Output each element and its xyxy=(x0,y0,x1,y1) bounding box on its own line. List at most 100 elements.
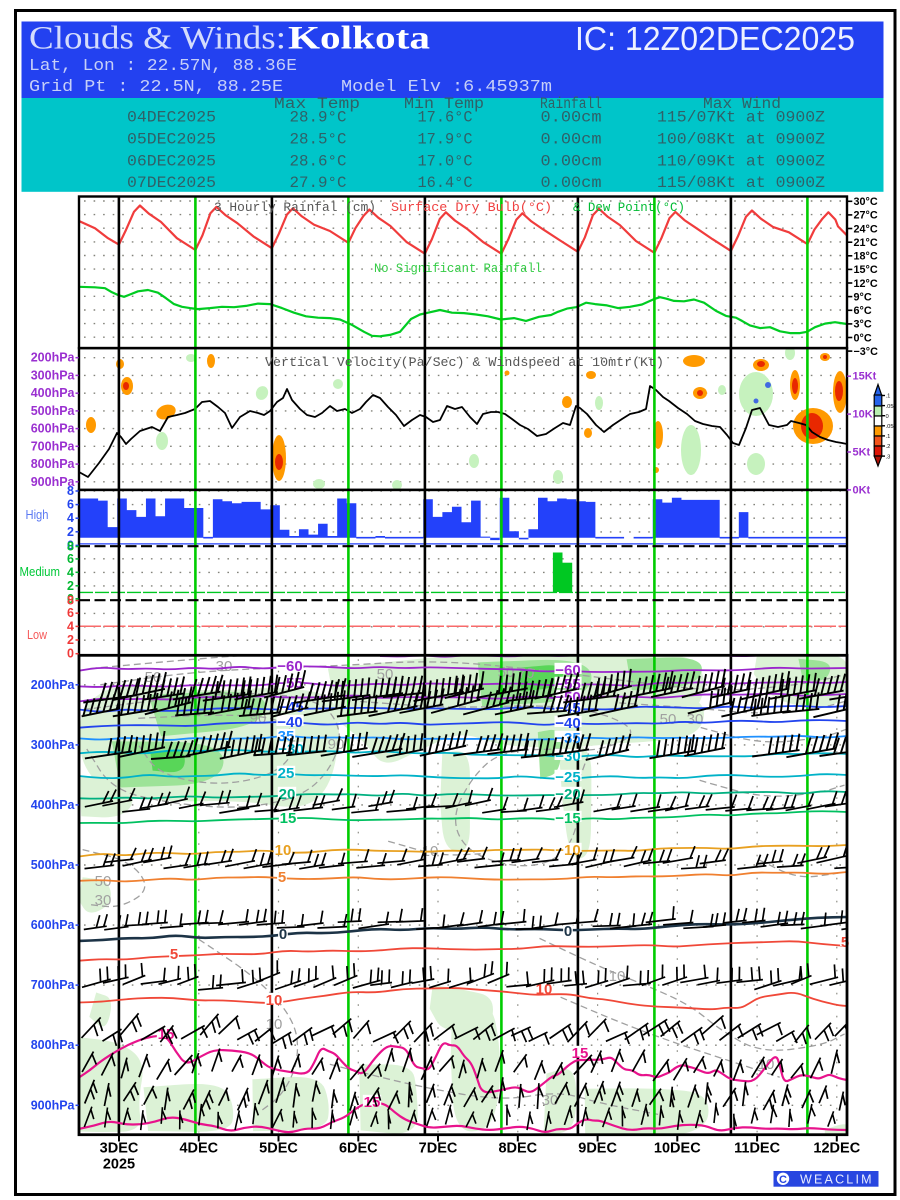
svg-text:Max Wind: Max Wind xyxy=(703,95,781,113)
svg-text:15: 15 xyxy=(280,810,297,827)
svg-text:04DEC2025: 04DEC2025 xyxy=(127,109,216,127)
svg-text:Model Elv :6.45937m: Model Elv :6.45937m xyxy=(341,78,552,97)
svg-text:−60: −60 xyxy=(555,662,580,679)
svg-text:3°C: 3°C xyxy=(854,319,872,331)
svg-text:.1: .1 xyxy=(886,394,891,400)
svg-text:−40: −40 xyxy=(277,714,302,731)
svg-text:Min Temp: Min Temp xyxy=(404,95,484,113)
svg-text:900hPa: 900hPa xyxy=(31,475,76,489)
svg-text:21°C: 21°C xyxy=(854,237,878,249)
svg-text:9°C: 9°C xyxy=(854,291,872,303)
svg-text:50: 50 xyxy=(377,666,394,683)
svg-text:800hPa: 800hPa xyxy=(31,457,76,471)
svg-text:.3: .3 xyxy=(886,454,891,460)
svg-text:3 Hourly Rainfal (cm): 3 Hourly Rainfal (cm) xyxy=(214,200,376,215)
svg-text:6: 6 xyxy=(67,498,74,512)
svg-text:4: 4 xyxy=(67,565,74,579)
svg-text:2: 2 xyxy=(67,633,74,647)
svg-text:4: 4 xyxy=(67,511,74,525)
svg-text:25: 25 xyxy=(278,765,295,782)
svg-text:C: C xyxy=(779,1174,787,1186)
svg-text:Lat, Lon : 22.57N, 88.36E: Lat, Lon : 22.57N, 88.36E xyxy=(29,57,297,76)
svg-text:10: 10 xyxy=(275,842,292,859)
svg-text:& Dew Point(°C): & Dew Point(°C) xyxy=(573,200,685,215)
svg-text:500hPa: 500hPa xyxy=(31,858,76,872)
svg-text:27°C: 27°C xyxy=(854,210,878,222)
svg-text:6: 6 xyxy=(67,606,74,620)
svg-text:10: 10 xyxy=(266,992,283,1009)
svg-text:17.9°C: 17.9°C xyxy=(418,130,473,148)
svg-text:15: 15 xyxy=(572,1045,589,1062)
svg-text:900hPa: 900hPa xyxy=(31,1098,76,1112)
svg-text:06DEC2025: 06DEC2025 xyxy=(127,152,216,170)
svg-text:0.00cm: 0.00cm xyxy=(541,152,602,170)
svg-text:27.9°C: 27.9°C xyxy=(290,174,347,192)
svg-text:15: 15 xyxy=(364,1094,381,1111)
svg-text:.1: .1 xyxy=(886,434,891,440)
svg-text:700hPa: 700hPa xyxy=(31,978,76,992)
svg-text:07DEC2025: 07DEC2025 xyxy=(127,174,216,192)
svg-text:0: 0 xyxy=(279,926,287,943)
svg-text:0: 0 xyxy=(67,592,74,606)
svg-text:Max Temp: Max Temp xyxy=(274,95,360,113)
svg-text:11DEC: 11DEC xyxy=(734,1141,780,1157)
svg-text:200hPa: 200hPa xyxy=(31,351,76,365)
svg-text:−25: −25 xyxy=(555,769,580,786)
svg-text:−60: −60 xyxy=(277,658,302,675)
svg-text:−10: −10 xyxy=(555,842,580,859)
svg-text:800hPa: 800hPa xyxy=(31,1038,76,1052)
svg-text:6°C: 6°C xyxy=(854,305,872,317)
svg-text:Low: Low xyxy=(27,627,48,642)
svg-text:115/07Kt at 0900Z: 115/07Kt at 0900Z xyxy=(657,109,825,127)
svg-text:Medium: Medium xyxy=(20,564,61,579)
svg-text:.2: .2 xyxy=(886,444,891,450)
svg-text:17.6°C: 17.6°C xyxy=(418,109,473,127)
svg-text:−20: −20 xyxy=(555,786,580,803)
svg-text:5DEC: 5DEC xyxy=(259,1141,298,1157)
svg-text:0.00cm: 0.00cm xyxy=(541,174,602,192)
svg-text:7DEC: 7DEC xyxy=(419,1141,458,1157)
svg-text:30°C: 30°C xyxy=(854,196,878,208)
svg-text:−15: −15 xyxy=(555,810,580,827)
svg-text:200hPa: 200hPa xyxy=(31,678,76,692)
svg-text:15°C: 15°C xyxy=(854,264,878,276)
svg-text:−45: −45 xyxy=(278,699,303,716)
svg-text:0Kt: 0Kt xyxy=(853,484,871,496)
svg-text:5: 5 xyxy=(278,869,286,886)
svg-text:9DEC: 9DEC xyxy=(578,1141,617,1157)
svg-text:0.00cm: 0.00cm xyxy=(541,109,602,127)
svg-text:400hPa: 400hPa xyxy=(31,798,76,812)
svg-text:10DEC: 10DEC xyxy=(654,1141,701,1157)
svg-text:Kolkota: Kolkota xyxy=(288,21,430,57)
svg-text:IC: 12Z02DEC2025: IC: 12Z02DEC2025 xyxy=(575,20,855,57)
svg-text:0°C: 0°C xyxy=(854,332,872,344)
svg-text:0: 0 xyxy=(886,414,889,420)
svg-text:24°C: 24°C xyxy=(854,223,878,235)
svg-text:15Kt: 15Kt xyxy=(853,371,877,383)
svg-text:Surface Dry Bulb(°C): Surface Dry Bulb(°C) xyxy=(391,200,552,215)
svg-text:0: 0 xyxy=(67,647,74,661)
svg-text:300hPa: 300hPa xyxy=(31,368,76,382)
svg-text:600hPa: 600hPa xyxy=(31,918,76,932)
svg-text:.05: .05 xyxy=(886,404,894,410)
svg-text:4DEC: 4DEC xyxy=(179,1141,218,1157)
svg-text:30: 30 xyxy=(542,1092,559,1109)
svg-text:0.00cm: 0.00cm xyxy=(541,130,602,148)
svg-text:28.9°C: 28.9°C xyxy=(290,109,347,127)
svg-text:300hPa: 300hPa xyxy=(31,738,76,752)
svg-text:30: 30 xyxy=(687,711,704,728)
svg-text:20: 20 xyxy=(279,786,296,803)
svg-text:10: 10 xyxy=(536,981,553,998)
svg-text:6: 6 xyxy=(67,552,74,566)
svg-text:500hPa: 500hPa xyxy=(31,404,76,418)
svg-text:8: 8 xyxy=(67,540,74,554)
svg-text:30: 30 xyxy=(95,892,112,909)
svg-text:16.4°C: 16.4°C xyxy=(418,174,473,192)
svg-text:100/08Kt at 0900Z: 100/08Kt at 0900Z xyxy=(657,130,825,148)
svg-text:110/09Kt at 0900Z: 110/09Kt at 0900Z xyxy=(657,152,825,170)
svg-text:400hPa: 400hPa xyxy=(31,386,76,400)
svg-text:WEACLIM: WEACLIM xyxy=(800,1173,874,1187)
svg-text:12°C: 12°C xyxy=(854,278,878,290)
svg-text:0: 0 xyxy=(67,538,74,552)
svg-text:115/08Kt at 0900Z: 115/08Kt at 0900Z xyxy=(657,174,825,192)
